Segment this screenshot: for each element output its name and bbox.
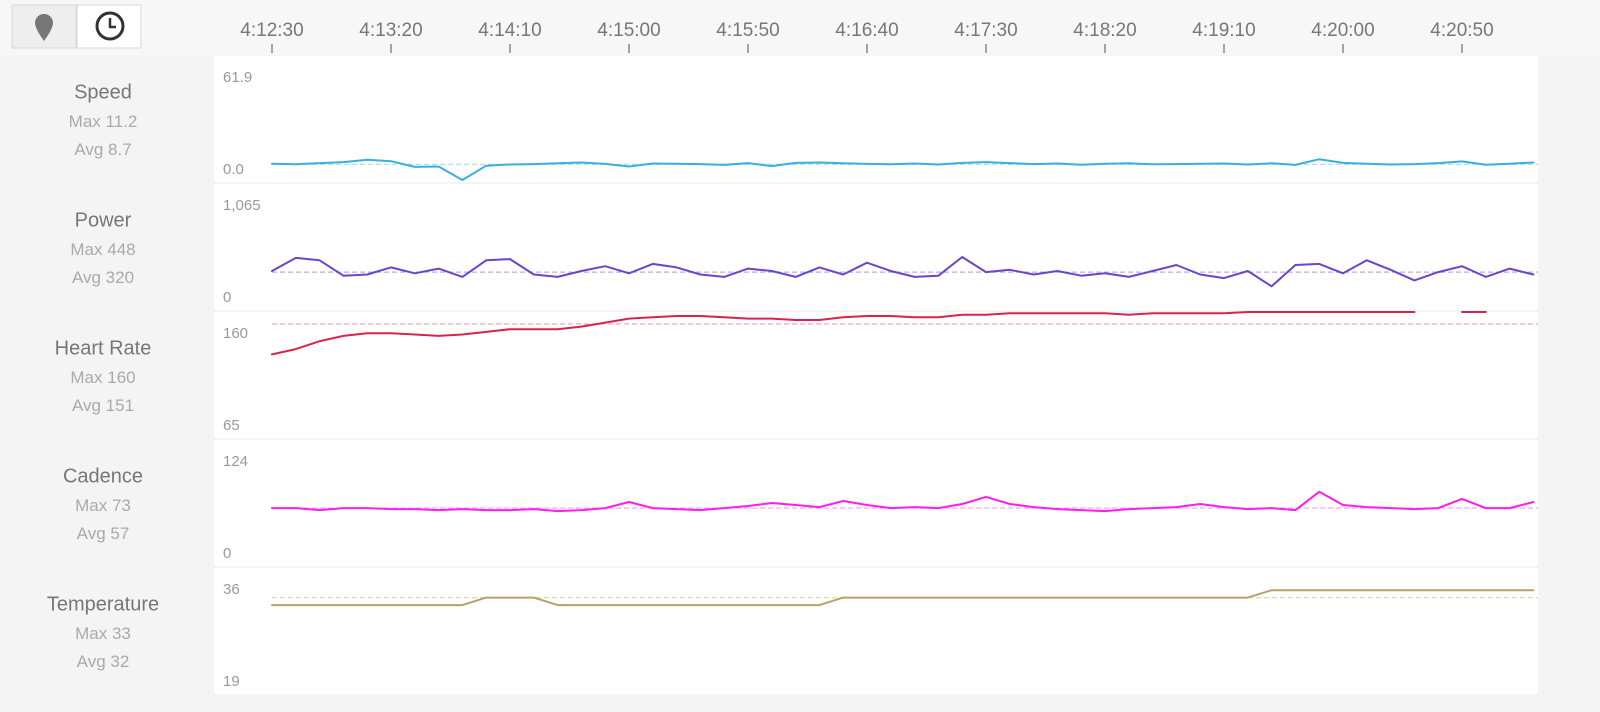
y-tick-label: 124 xyxy=(223,453,248,470)
data-line xyxy=(271,589,1535,607)
stat: Max 448 xyxy=(70,240,135,259)
y-tick-label: 0 xyxy=(223,545,231,562)
plot-area xyxy=(214,184,1538,310)
plot-area xyxy=(214,312,1538,438)
label-panel xyxy=(0,312,212,438)
chart-panel: Power Max 448 Avg 320 0 1,065 xyxy=(0,184,1538,310)
stat-label: Max xyxy=(70,368,103,387)
y-tick-label: 19 xyxy=(223,673,240,690)
stat-value: 32 xyxy=(110,652,129,671)
clock-hands xyxy=(108,18,116,29)
stat-label: Avg xyxy=(74,140,103,159)
time-tick-label: 4:13:20 xyxy=(359,20,422,41)
stat: Max 11.2 xyxy=(69,112,138,131)
y-tick-label: 0 xyxy=(223,289,231,306)
panel-title: Cadence xyxy=(63,465,143,487)
y-tick-label: 1,065 xyxy=(223,197,261,214)
view-toggle xyxy=(11,4,142,49)
panel-title: Power xyxy=(75,209,132,231)
stat-label: Avg xyxy=(72,396,101,415)
stat-label: Max xyxy=(69,112,102,131)
stat: Max 160 xyxy=(70,368,135,387)
stat-value: 151 xyxy=(106,396,134,415)
time-tick-label: 4:20:00 xyxy=(1311,20,1374,41)
stat-value: 73 xyxy=(112,496,131,515)
stat-label: Max xyxy=(75,496,108,515)
y-tick-label: 160 xyxy=(223,325,248,342)
chart-panel: Cadence Max 73 Avg 57 0 124 xyxy=(0,440,1538,566)
panel-title: Heart Rate xyxy=(55,337,152,359)
stat-label: Max xyxy=(70,240,103,259)
data-line xyxy=(271,158,1535,181)
label-panel xyxy=(0,184,212,310)
stat-label: Max xyxy=(75,624,108,643)
panel-title: Speed xyxy=(74,81,132,103)
time-tick-label: 4:14:10 xyxy=(478,20,541,41)
chart-panel: Temperature Max 33 Avg 32 19 36 xyxy=(0,568,1538,694)
stat-label: Avg xyxy=(77,652,106,671)
data-line xyxy=(271,256,1535,288)
stat: Avg 151 xyxy=(72,396,134,415)
stat-value: 11.2 xyxy=(106,112,138,131)
label-panel xyxy=(0,568,212,694)
clock-icon xyxy=(95,11,125,41)
chart-panel: Heart Rate Max 160 Avg 151 65 160 xyxy=(0,312,1538,438)
y-tick-label: 36 xyxy=(223,581,240,598)
y-tick-label: 0.0 xyxy=(223,161,244,178)
stat: Max 73 xyxy=(75,496,131,515)
time-tick-label: 4:18:20 xyxy=(1073,20,1136,41)
time-tick-label: 4:19:10 xyxy=(1192,20,1255,41)
time-tick-label: 4:20:50 xyxy=(1430,20,1493,41)
time-tick-label: 4:12:30 xyxy=(240,20,303,41)
plot-area xyxy=(214,56,1538,182)
stat-label: Avg xyxy=(77,524,106,543)
stat-value: 57 xyxy=(110,524,129,543)
y-tick-label: 61.9 xyxy=(223,69,252,86)
plot-area xyxy=(214,440,1538,566)
panel-title: Temperature xyxy=(47,593,159,615)
stat: Max 33 xyxy=(75,624,131,643)
y-tick-label: 65 xyxy=(223,417,240,434)
stat-value: 33 xyxy=(112,624,131,643)
pin-icon xyxy=(35,14,53,41)
time-axis: 4:12:30 4:13:20 4:14:10 4:15:00 4:15:50 4:16:… xyxy=(240,20,1494,53)
stat-value: 320 xyxy=(106,268,134,287)
stat: Avg 8.7 xyxy=(74,140,131,159)
time-tick-label: 4:15:50 xyxy=(716,20,779,41)
time-tick-label: 4:16:40 xyxy=(835,20,898,41)
data-line xyxy=(271,490,1535,513)
time-tick-label: 4:15:00 xyxy=(597,20,660,41)
label-panel xyxy=(0,56,212,182)
stat: Avg 320 xyxy=(72,268,134,287)
stat-label: Avg xyxy=(72,268,101,287)
header-bar xyxy=(0,0,1600,55)
stat-value: 160 xyxy=(107,368,135,387)
stat-value: 448 xyxy=(107,240,135,259)
plot-area xyxy=(214,568,1538,694)
label-panel xyxy=(0,440,212,566)
time-tick-label: 4:17:30 xyxy=(954,20,1017,41)
stat: Avg 32 xyxy=(77,652,130,671)
stat-value: 8.7 xyxy=(108,140,132,159)
stat: Avg 57 xyxy=(77,524,130,543)
